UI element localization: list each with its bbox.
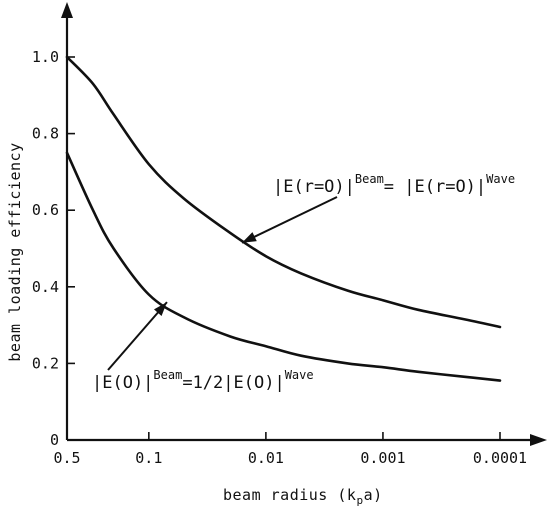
y-tick-label: 0.8 [32,125,59,143]
tick-marks [66,56,501,440]
y-tick-label: 0.6 [32,201,59,219]
x-axis-label: beam radius (kpa) [223,486,383,507]
annotation-1-arrow [241,196,338,244]
axes [61,2,547,446]
y-tick-label: 0.4 [32,278,59,296]
x-tick-label: 0.5 [53,449,80,467]
series-curves [65,55,502,382]
y-tick-label: 0.2 [32,354,59,372]
annotation-2-text: |E(O)|Beam=1/2|E(O)|Wave [92,368,314,393]
series-2-line [65,151,502,382]
x-axis-arrow-icon [530,434,547,446]
tick-labels: 0.5 0.1 0.01 0.001 0.0001 0 0.2 0.4 0.6 0.8 1.0 [32,48,527,467]
annotations: |E(r=O)|Beam= |E(r=O)|Wave |E(O)|Beam=1/2… [92,172,515,393]
y-tick-label: 0 [50,431,59,449]
y-axis-label: beam loading efficiency [6,142,24,361]
x-tick-label: 0.01 [248,449,284,467]
x-tick-label: 0.001 [360,449,405,467]
series-1-line [65,55,502,329]
x-tick-label: 0.1 [135,449,162,467]
y-axis-arrow-icon [61,2,73,18]
y-tick-label: 1.0 [32,48,59,66]
annotation-2-arrow [107,301,168,371]
annotation-1-text: |E(r=O)|Beam= |E(r=O)|Wave [273,172,515,197]
annotation-1-arrowhead-icon [241,232,257,243]
annotation-2-arrowhead-icon [153,302,167,316]
x-tick-label: 0.0001 [473,449,527,467]
